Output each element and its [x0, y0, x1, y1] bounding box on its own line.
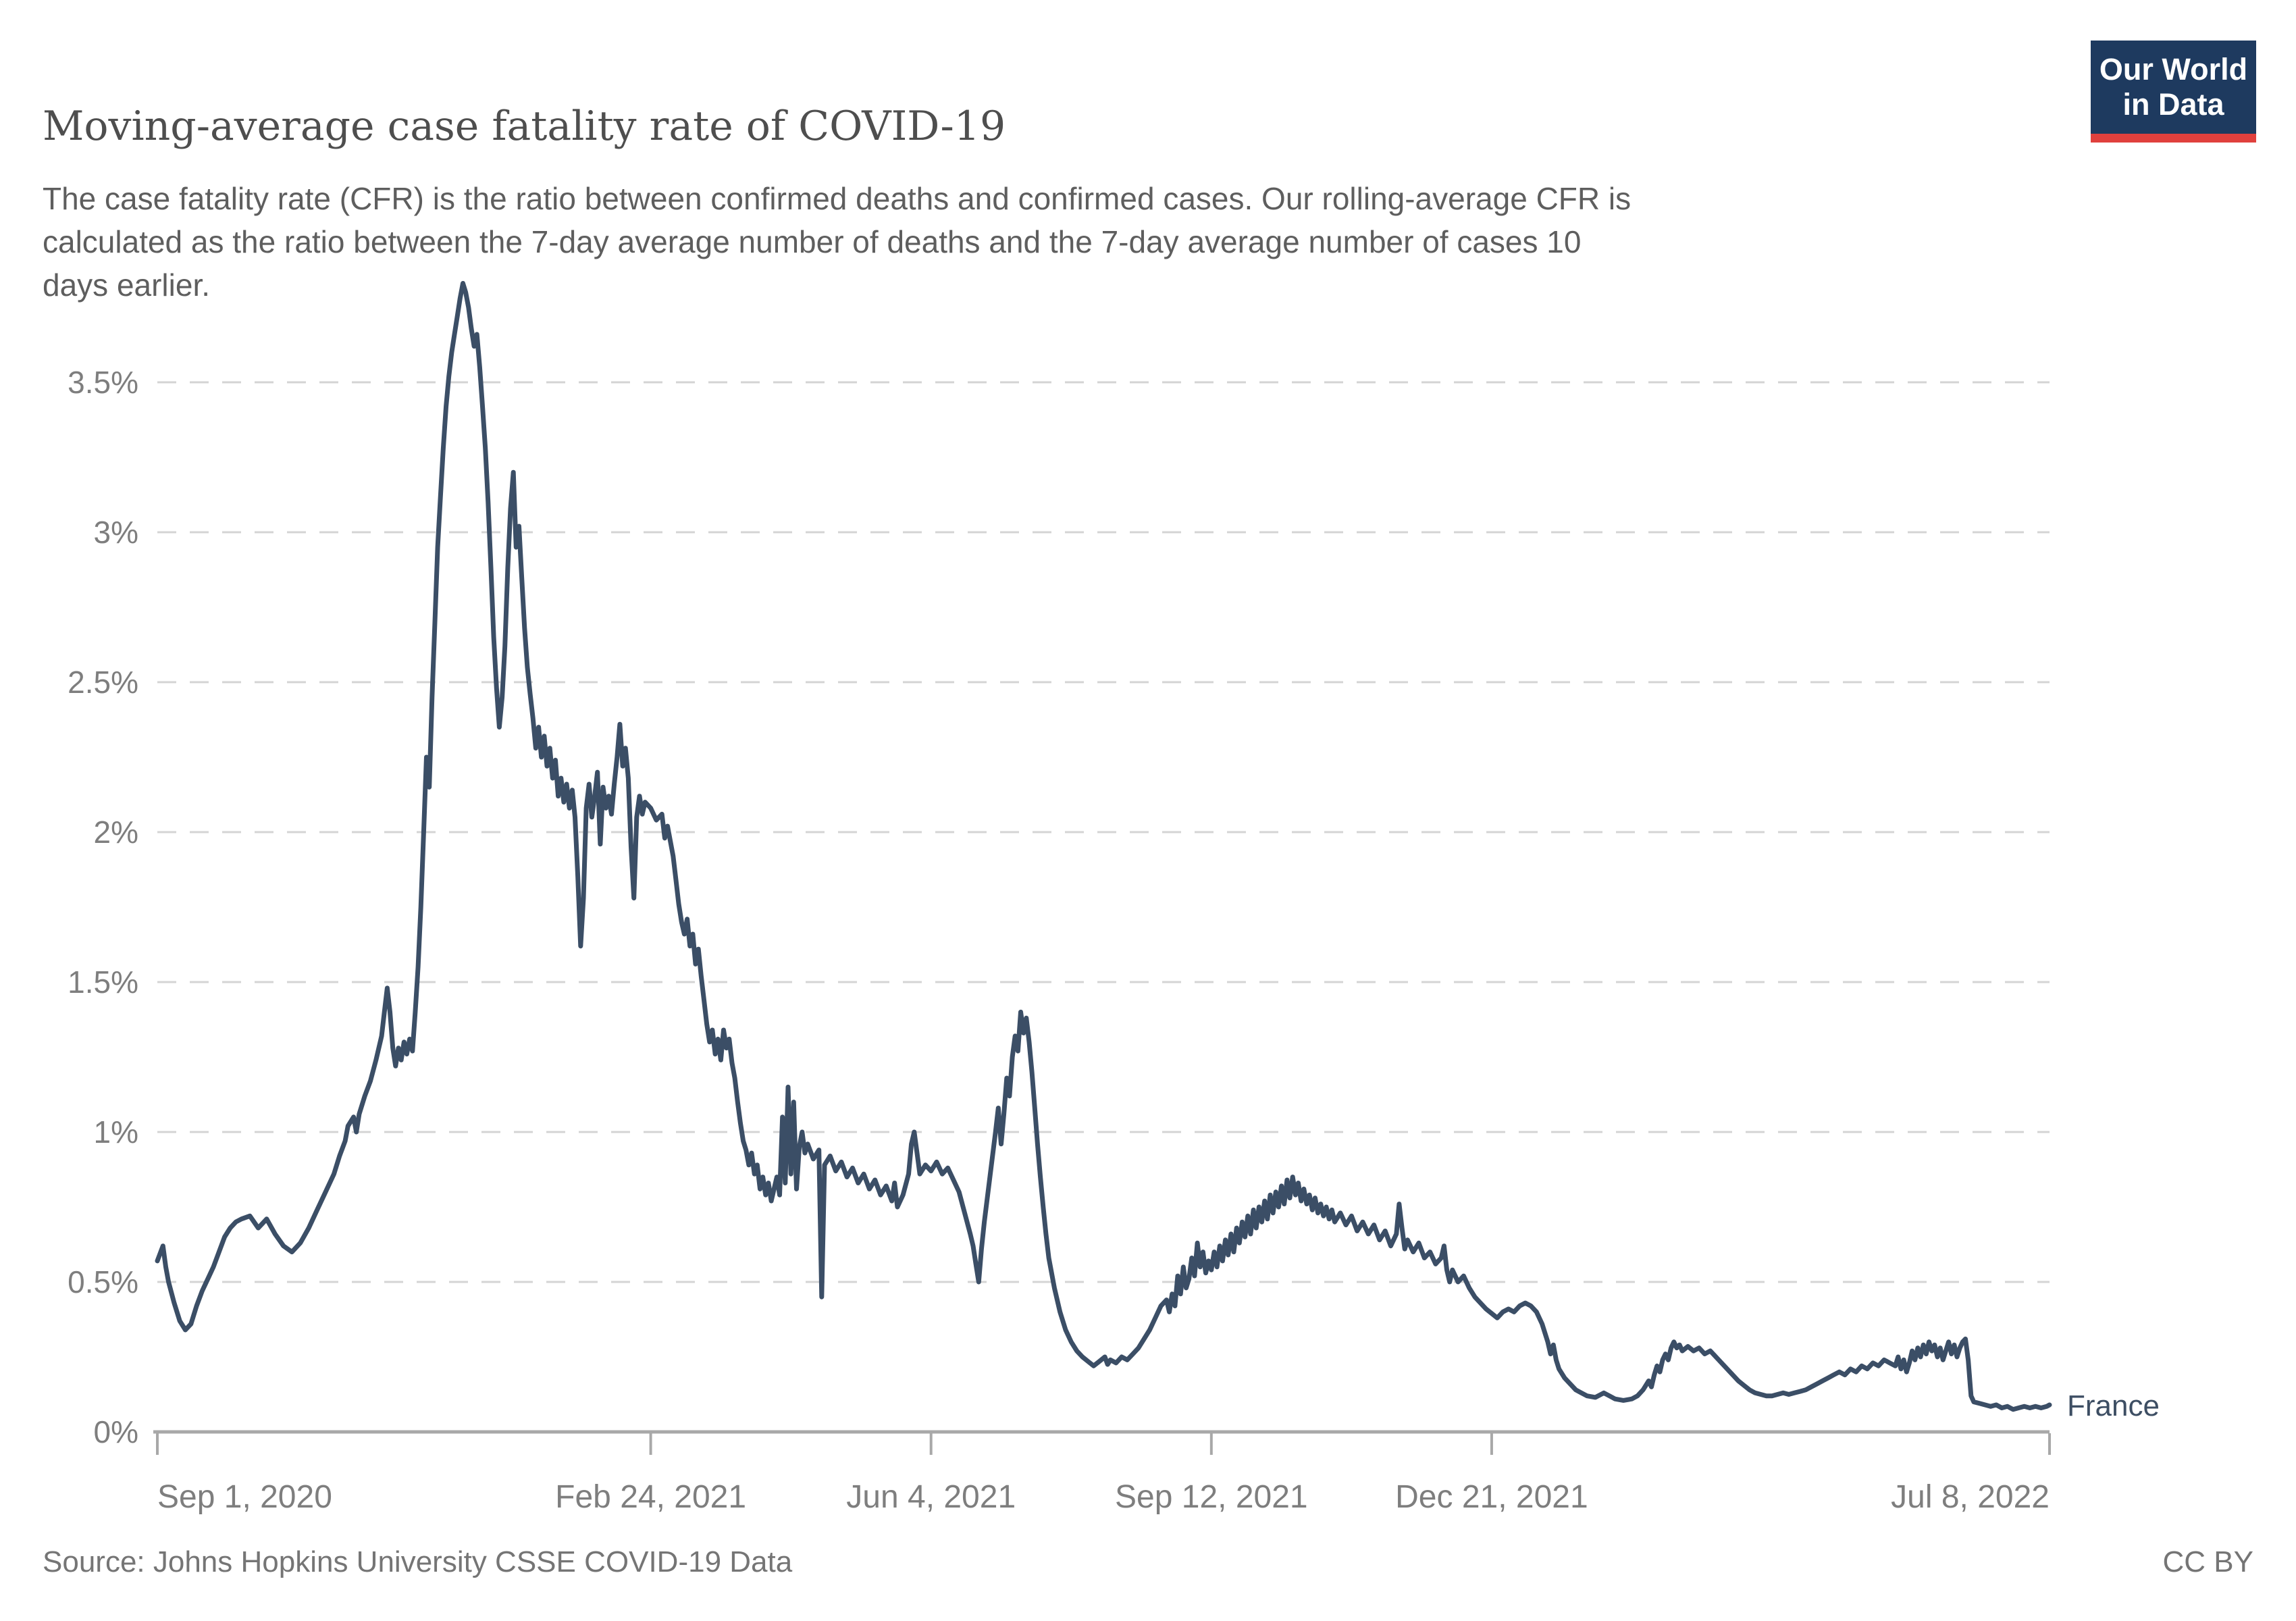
owid-logo: Our World in Data: [2091, 41, 2256, 143]
svg-text:2.5%: 2.5%: [68, 665, 138, 700]
svg-text:Jun 4, 2021: Jun 4, 2021: [846, 1479, 1016, 1515]
source-note: Source: Johns Hopkins University CSSE CO…: [43, 1545, 793, 1578]
subtitle-line-1: The case fatality rate (CFR) is the rati…: [43, 181, 1632, 216]
svg-text:0%: 0%: [94, 1414, 138, 1449]
license-badge: CC BY: [2162, 1545, 2253, 1578]
svg-text:Feb 24, 2021: Feb 24, 2021: [555, 1479, 746, 1515]
svg-text:3.5%: 3.5%: [68, 365, 138, 400]
gridlines: [157, 381, 2050, 1283]
series-label-france: France: [2067, 1389, 2160, 1422]
svg-text:Sep 12, 2021: Sep 12, 2021: [1115, 1479, 1308, 1515]
france-line: [155, 281, 2052, 1412]
svg-text:2%: 2%: [94, 815, 138, 850]
owid-logo-line1: Our World: [2099, 52, 2248, 86]
svg-text:Sep 1, 2020: Sep 1, 2020: [157, 1479, 332, 1515]
subtitle-line-3: days earlier.: [43, 267, 211, 303]
chart-subtitle: The case fatality rate (CFR) is the rati…: [43, 177, 1631, 307]
footer: Source: Johns Hopkins University CSSE CO…: [43, 1545, 2253, 1579]
y-axis-labels: 0% 0.5% 1% 1.5% 2% 2.5% 3% 3.5%: [68, 365, 138, 1449]
svg-text:0.5%: 0.5%: [68, 1264, 138, 1300]
svg-text:1%: 1%: [94, 1114, 138, 1150]
svg-text:Jul 8, 2022: Jul 8, 2022: [1891, 1479, 2050, 1515]
x-axis: Sep 1, 2020 Feb 24, 2021 Jun 4, 2021 Sep 12…: [153, 1430, 2051, 1515]
chart-title: Moving-average case fatality rate of COV…: [43, 103, 1006, 150]
owid-logo-line2: in Data: [2122, 87, 2224, 122]
subtitle-line-2: calculated as the ratio between the 7-da…: [43, 224, 1582, 259]
svg-text:3%: 3%: [94, 515, 138, 550]
svg-text:Dec 21, 2021: Dec 21, 2021: [1395, 1479, 1588, 1515]
svg-text:1.5%: 1.5%: [68, 964, 138, 1000]
